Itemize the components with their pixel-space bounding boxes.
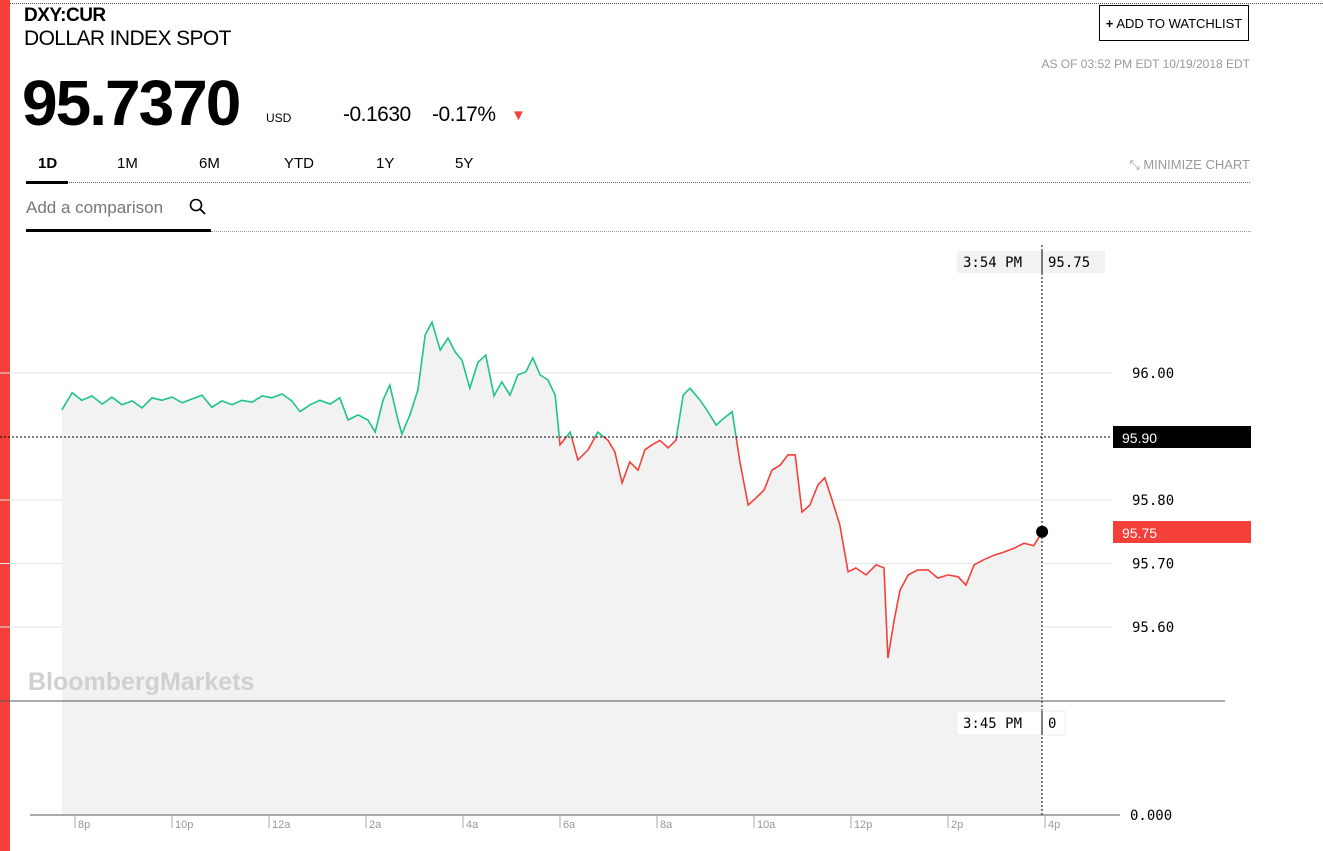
y-tick-label: 95.80	[1132, 493, 1174, 509]
price-area-fill	[61, 322, 1043, 815]
tab-1y[interactable]: 1Y	[376, 155, 395, 172]
price-line-below-close	[558, 437, 1043, 659]
add-to-watchlist-button[interactable]: + ADD TO WATCHLIST	[1099, 5, 1249, 41]
y-tick-label: 95.60	[1132, 620, 1174, 636]
crosshair-value: 95.75	[1048, 255, 1090, 271]
comparison-underline	[26, 229, 211, 232]
last-price-label: 95.75	[1122, 525, 1157, 541]
x-tick-label: 12a	[272, 819, 291, 831]
divider	[26, 182, 1250, 183]
volume-value: 0	[1048, 716, 1056, 732]
as-of-timestamp: AS OF 03:52 PM EDT 10/19/2018 EDT	[1041, 57, 1250, 71]
x-tick-label: 6a	[563, 819, 576, 831]
volume-axis-label: 0.000	[1130, 808, 1172, 824]
minimize-icon: ⤡	[1129, 157, 1144, 172]
volume-time: 3:45 PM	[963, 716, 1022, 732]
active-tab-indicator	[26, 181, 68, 184]
ticker-symbol: DXY:CUR	[24, 5, 106, 26]
comparison-input[interactable]: Add a comparison	[26, 198, 164, 217]
price: 95.7370	[22, 67, 241, 139]
last-price-badge	[1113, 521, 1251, 543]
bloomberg-watermark: BloombergMarkets	[28, 668, 254, 696]
y-tick-label: 96.00	[1132, 366, 1174, 382]
divider	[10, 3, 1323, 4]
tab-5y[interactable]: 5Y	[455, 155, 474, 172]
down-triangle-icon: ▼	[511, 107, 526, 124]
volume-tooltip	[956, 710, 1066, 736]
previous-close-badge	[1113, 426, 1251, 448]
x-tick-label: 4a	[466, 819, 479, 831]
tab-1d[interactable]: 1D	[38, 155, 58, 172]
tab-1m[interactable]: 1M	[117, 155, 138, 172]
price-line-above-close	[61, 320, 737, 437]
x-tick-label: 10a	[757, 819, 776, 831]
x-tick-label: 2a	[369, 819, 382, 831]
y-tick-label: 95.70	[1132, 557, 1174, 573]
x-tick-label: 2p	[951, 819, 963, 831]
x-tick-label: 12p	[854, 819, 872, 831]
previous-close-label: 95.90	[1122, 430, 1157, 446]
tab-6m[interactable]: 6M	[199, 155, 220, 172]
minimize-chart-button[interactable]: ⤡ MINIMIZE CHART	[1129, 157, 1250, 172]
last-point-marker	[1036, 525, 1049, 538]
currency: USD	[266, 111, 292, 125]
security-name: DOLLAR INDEX SPOT	[24, 27, 231, 50]
divider	[211, 231, 1251, 232]
x-tick-label: 8p	[78, 819, 90, 831]
accent-bar	[0, 0, 10, 851]
crosshair-time: 3:54 PM	[963, 255, 1022, 271]
plus-icon: +	[1105, 15, 1114, 31]
search-icon[interactable]	[188, 197, 208, 217]
x-tick-label: 4p	[1048, 819, 1060, 831]
price-change-percent: -0.17%	[432, 103, 496, 126]
x-tick-label: 10p	[175, 819, 193, 831]
crosshair-tooltip	[957, 251, 1105, 273]
x-tick-label: 8a	[660, 819, 673, 831]
tab-ytd[interactable]: YTD	[284, 155, 314, 172]
price-change: -0.1630	[343, 103, 411, 126]
